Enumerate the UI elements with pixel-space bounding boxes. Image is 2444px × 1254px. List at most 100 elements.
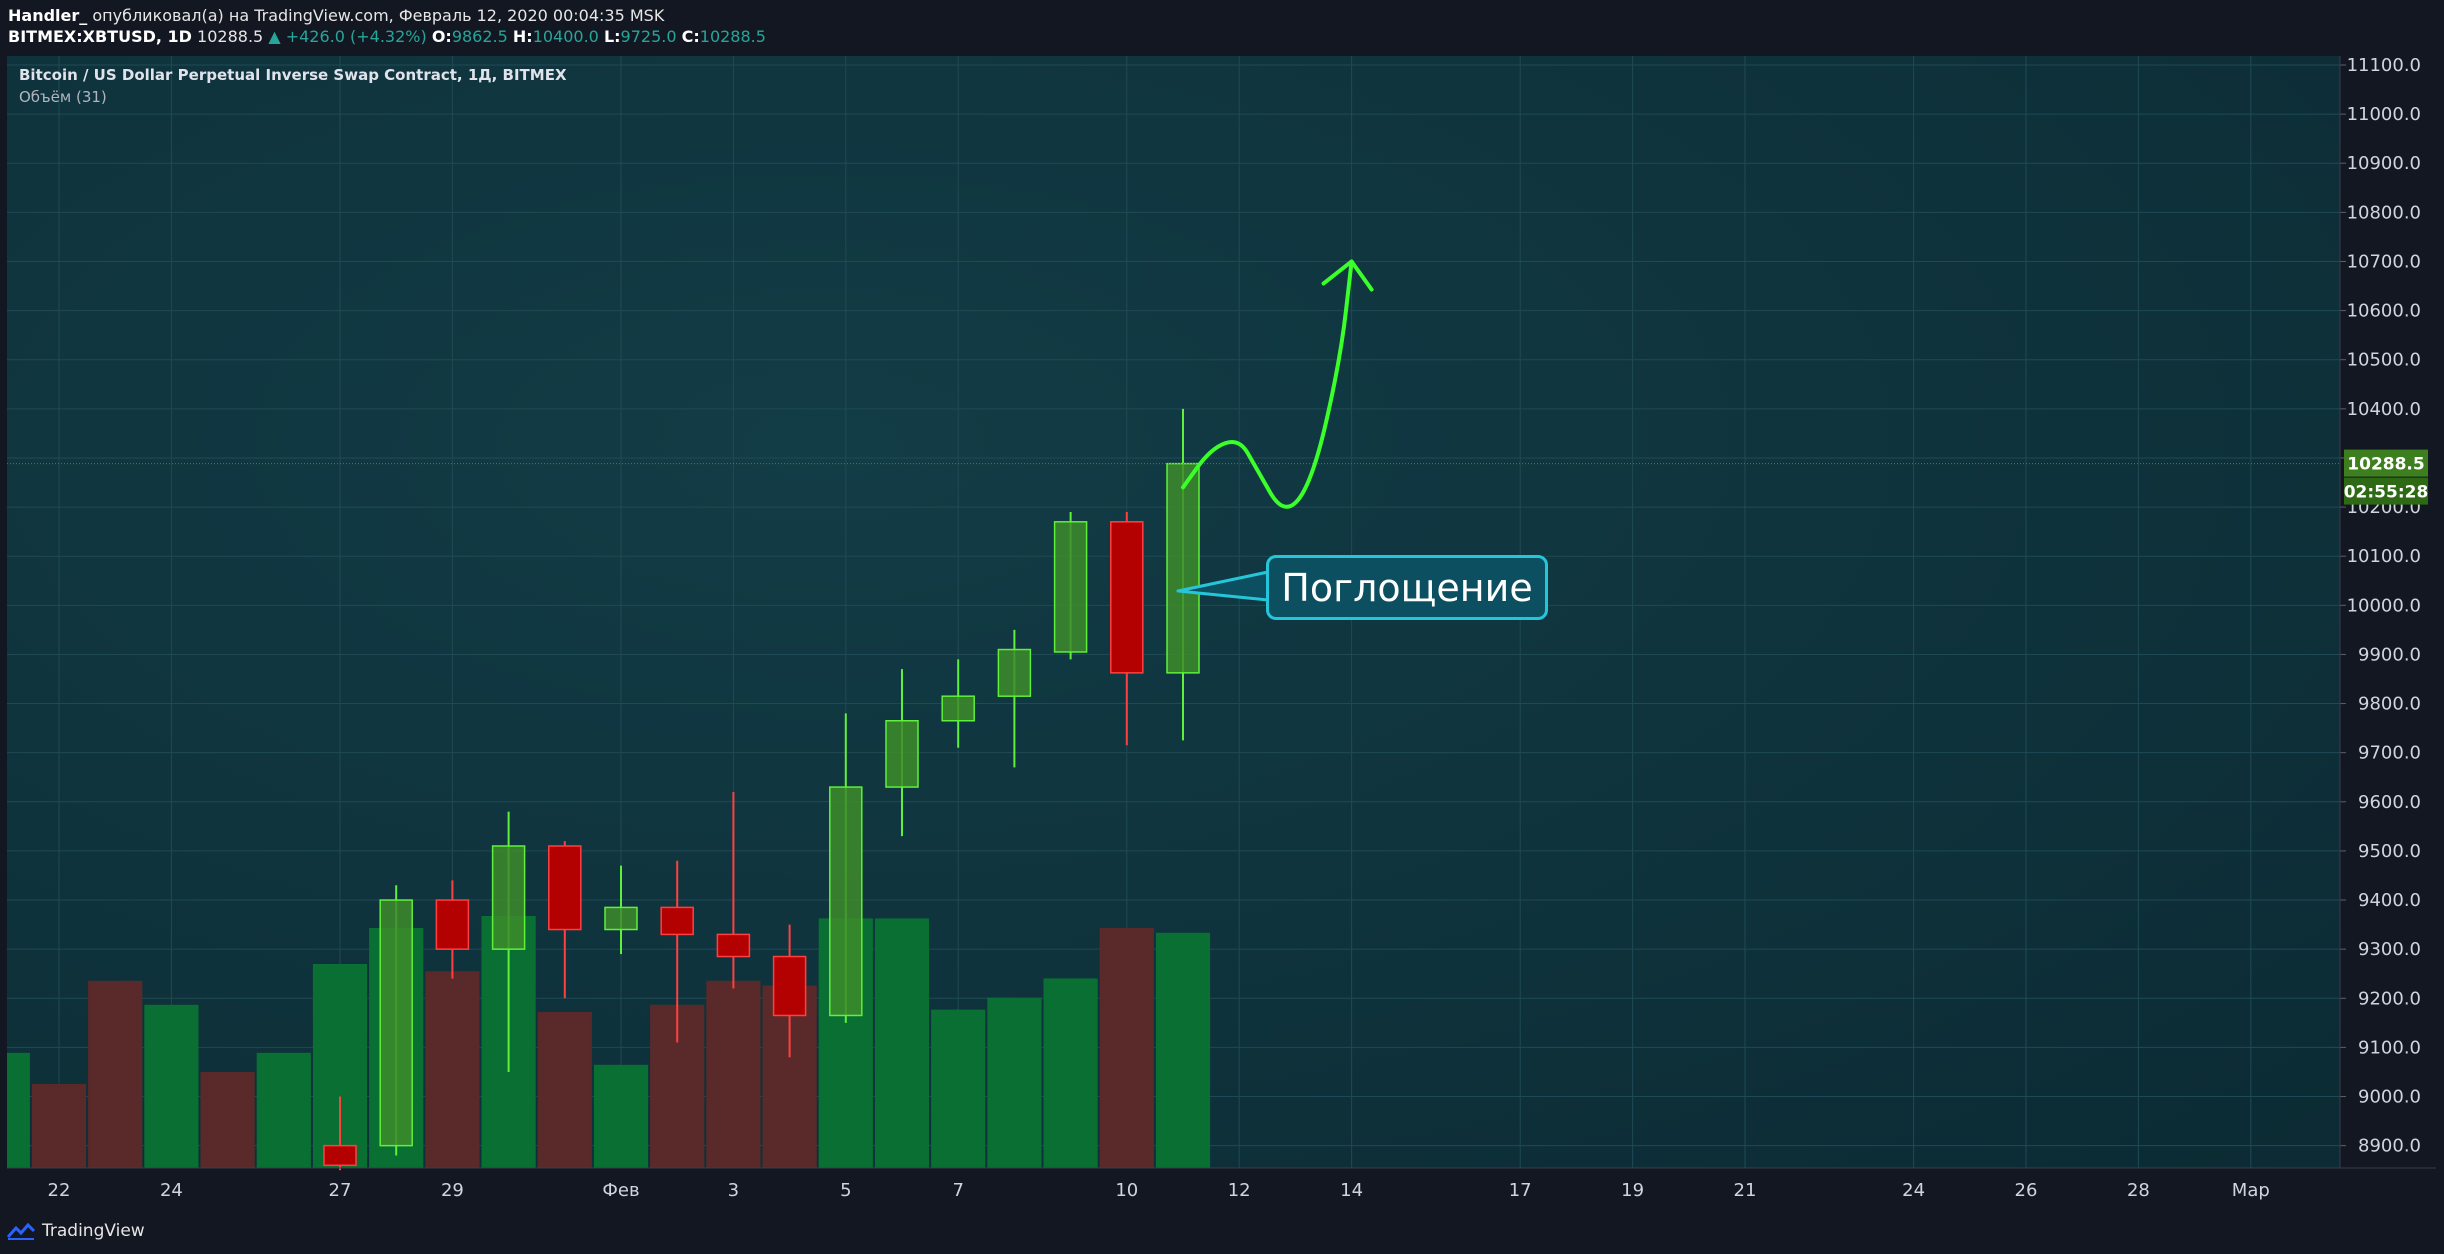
- y-tick-label: 10500.0: [2347, 350, 2421, 371]
- volume-bar: [200, 1072, 255, 1168]
- x-tick-label: 28: [2127, 1180, 2150, 1201]
- x-tick-label: Фев: [602, 1180, 639, 1201]
- y-tick-label: 9100.0: [2358, 1037, 2421, 1058]
- candle-body: [885, 720, 919, 788]
- y-tick-label: 9900.0: [2358, 644, 2421, 665]
- volume-bar: [1043, 978, 1098, 1168]
- volume-bar: [931, 1009, 986, 1168]
- x-tick-label: 26: [2015, 1180, 2038, 1201]
- price-axis-background: [2340, 56, 2436, 1168]
- projection-path: [1181, 259, 1354, 509]
- high-value: 10400.0: [532, 27, 599, 46]
- x-tick-label: 24: [160, 1180, 183, 1201]
- volume-bar: [874, 918, 930, 1168]
- arrow-head: [1321, 259, 1374, 292]
- candle-body: [772, 955, 807, 1017]
- x-tick-label: 29: [441, 1180, 464, 1201]
- candle-body: [716, 933, 751, 958]
- y-tick-label: 11000.0: [2347, 104, 2421, 125]
- brand[interactable]: TradingView: [42, 1221, 145, 1241]
- price-tag: 10288.5 02:55:28: [2344, 449, 2429, 505]
- candle-body: [379, 899, 413, 1147]
- candle-body: [604, 906, 638, 931]
- volume-bar: [7, 1052, 30, 1168]
- candle-body: [660, 906, 694, 936]
- projection-arrow: [1181, 259, 1374, 509]
- pane-title: Bitcoin / US Dollar Perpetual Inverse Sw…: [19, 66, 567, 84]
- ohlc-legend: BITMEX:XBTUSD, 1D 10288.5 ▲ +426.0 (+4.3…: [8, 27, 766, 46]
- y-tick-label: 10400.0: [2347, 399, 2421, 420]
- change: ▲ +426.0 (+4.32%): [268, 27, 427, 46]
- candle-body: [323, 1144, 357, 1167]
- y-tick-label: 9500.0: [2358, 841, 2421, 862]
- volume-bar: [144, 1004, 199, 1168]
- candle-body: [1053, 521, 1088, 653]
- x-tick-label: 5: [840, 1180, 851, 1201]
- candle-body: [1166, 462, 1200, 674]
- candle-body: [491, 845, 526, 950]
- volume-bar: [88, 980, 143, 1168]
- x-tick-label: 24: [1902, 1180, 1925, 1201]
- y-tick-label: 9700.0: [2358, 743, 2421, 764]
- countdown-bg: [2344, 477, 2428, 505]
- footer: TradingView: [6, 1221, 145, 1241]
- y-tick-label: 10000.0: [2347, 595, 2421, 616]
- y-tick-label: 10700.0: [2347, 251, 2421, 272]
- candle-body: [941, 695, 975, 722]
- candle-body: [997, 648, 1032, 697]
- time-axis[interactable]: 22 24 27 29 Фев 3 5 7 10 12 14 17 19 21 24 26 28 Мар: [48, 1180, 2270, 1201]
- volume-bar: [425, 971, 480, 1168]
- x-tick-label: 21: [1734, 1180, 1757, 1201]
- y-tick-label: 9000.0: [2358, 1087, 2421, 1108]
- x-tick-label: 19: [1621, 1180, 1644, 1201]
- symbol: BITMEX:XBTUSD, 1D: [8, 27, 192, 46]
- y-tick-label: 9200.0: [2358, 988, 2421, 1009]
- price-axis[interactable]: 11100.0 11000.0 10900.0 10800.0 10700.0 10600…: [2340, 55, 2421, 1157]
- x-tick-label: 22: [48, 1180, 71, 1201]
- volume-bar: [1155, 932, 1211, 1168]
- volume-bar: [706, 980, 761, 1168]
- candle-body: [1110, 521, 1144, 674]
- x-tick-label: 27: [329, 1180, 352, 1201]
- volume-bar: [593, 1064, 649, 1168]
- author[interactable]: Handler_: [8, 6, 88, 25]
- volume-bar: [256, 1052, 311, 1168]
- x-tick-label: Мар: [2232, 1180, 2270, 1201]
- tradingview-logo-icon: [6, 1222, 36, 1240]
- candle-body: [435, 899, 470, 950]
- x-tick-label: 7: [952, 1180, 963, 1201]
- price-tag-value: 10288.5: [2347, 455, 2424, 475]
- countdown-value: 02:55:28: [2344, 483, 2429, 503]
- y-tick-label: 9800.0: [2358, 694, 2421, 715]
- volume-bar: [31, 1084, 87, 1168]
- low-value: 9725.0: [620, 27, 677, 46]
- x-tick-label: 12: [1228, 1180, 1251, 1201]
- y-tick-label: 8900.0: [2358, 1136, 2421, 1157]
- candles: [7, 408, 2340, 1171]
- x-tick-label: 17: [1509, 1180, 1532, 1201]
- low-label: L:: [603, 27, 621, 46]
- y-tick-label: 9300.0: [2358, 939, 2421, 960]
- y-tick-label: 9600.0: [2358, 792, 2421, 813]
- x-tick-label: 10: [1115, 1180, 1138, 1201]
- volume-bar: [1099, 928, 1154, 1168]
- x-tick-label: 14: [1340, 1180, 1363, 1201]
- y-tick-label: 10900.0: [2347, 153, 2421, 174]
- volume-legend[interactable]: Объём (31): [19, 88, 107, 106]
- volume-bar: [537, 1012, 592, 1168]
- y-tick-label: 10800.0: [2347, 202, 2421, 223]
- open-label: O:: [431, 27, 452, 46]
- y-tick-label: 11100.0: [2347, 55, 2421, 76]
- last-price: 10288.5: [197, 27, 264, 46]
- published-text: опубликовал(а) на TradingView.com, Февра…: [92, 6, 665, 25]
- annotation-callout[interactable]: Поглощение: [1266, 555, 1548, 620]
- high-label: H:: [512, 27, 533, 46]
- x-tick-label: 3: [728, 1180, 739, 1201]
- y-tick-label: 10100.0: [2347, 546, 2421, 567]
- close-value: 10288.5: [699, 27, 766, 46]
- publish-info: Handler_ опубликовал(а) на TradingView.c…: [8, 6, 664, 25]
- volume-bar: [987, 997, 1042, 1168]
- price-tag-bg: [2344, 449, 2428, 477]
- volume-bars: [7, 916, 1211, 1168]
